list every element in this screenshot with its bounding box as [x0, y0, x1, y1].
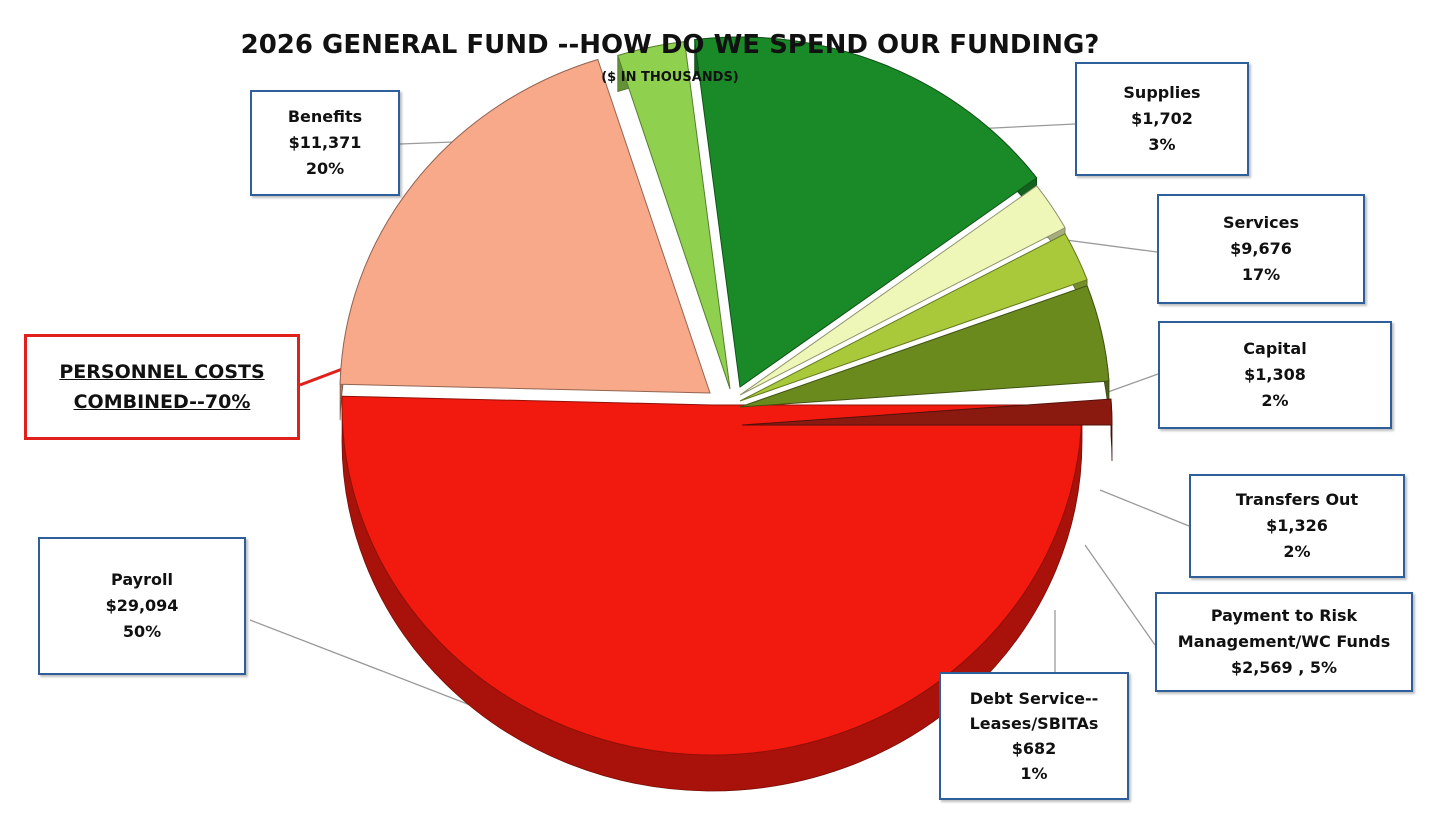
pie-slice-2	[617, 41, 731, 390]
supplies-label: Supplies $1,702 3%	[1075, 62, 1249, 176]
pie-slice-7	[741, 398, 1113, 426]
personnel-connector	[299, 366, 346, 387]
debt-service-label: Debt Service-- Leases/SBITAs $682 1%	[939, 672, 1129, 800]
chart-title: 2026 GENERAL FUND --HOW DO WE SPEND OUR …	[240, 30, 1100, 60]
payroll-label: Payroll $29,094 50%	[38, 537, 246, 675]
chart-subtitle: ($ IN THOUSANDS)	[601, 70, 739, 85]
pie-slice-6	[739, 285, 1110, 408]
pie-slice-0	[341, 395, 1083, 756]
pie-tops	[339, 36, 1113, 756]
personnel-costs-note: PERSONNEL COSTS COMBINED--70%	[24, 334, 300, 440]
pie-slice-5	[739, 233, 1088, 402]
benefits-label: Benefits $11,371 20%	[250, 90, 400, 196]
risk-management-label: Payment to Risk Management/WC Funds $2,569…	[1155, 592, 1413, 692]
services-label: Services $9,676 17%	[1157, 194, 1365, 304]
leader-line-4	[1107, 373, 1159, 393]
leader-line-0	[249, 619, 471, 706]
pie-slice-4	[739, 185, 1066, 396]
leader-line-6	[1084, 544, 1156, 646]
capital-label: Capital $1,308 2%	[1158, 321, 1392, 429]
pie-slice-3	[694, 36, 1038, 388]
transfers-out-label: Transfers Out $1,326 2%	[1189, 474, 1405, 578]
leader-line-5	[1099, 489, 1190, 527]
pie-slice-1	[339, 58, 711, 394]
